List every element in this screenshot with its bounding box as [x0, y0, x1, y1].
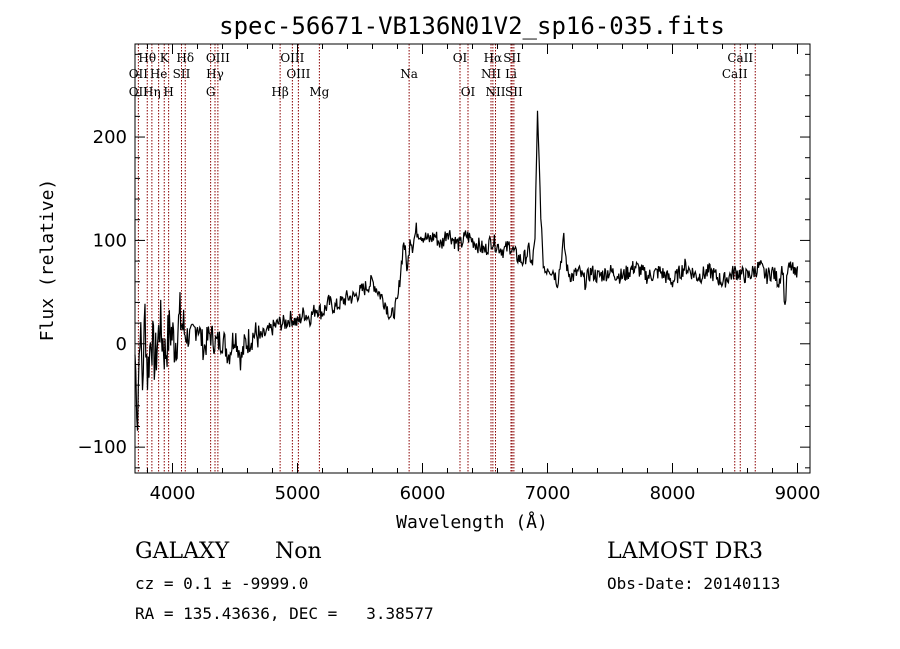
spectral-lines-layer — [137, 44, 756, 473]
spectral-line-label: K — [160, 51, 170, 65]
spectral-line-label: G — [206, 85, 216, 99]
spectral-line-label: Li — [505, 67, 517, 81]
spectral-line-label: NII — [481, 67, 501, 81]
spectral-line-label: NII — [486, 85, 506, 99]
spectral-line-label: Mg — [309, 85, 329, 99]
spectral-line-label: CaII — [722, 67, 748, 81]
spectral-line-label: SII — [503, 51, 521, 65]
spectral-line-label: CaII — [727, 51, 753, 65]
object-class: GALAXY — [135, 539, 230, 564]
y-axis-label: Flux (relative) — [37, 179, 58, 342]
spectral-line-label: OII — [129, 67, 149, 81]
spectral-line-label: OII — [129, 85, 149, 99]
plot-frame — [134, 43, 811, 474]
x-tick-label: 7000 — [525, 483, 571, 504]
spectral-line-label: Na — [400, 67, 418, 81]
spectral-line-label: OIII — [206, 51, 230, 65]
y-tick-label: 200 — [93, 127, 127, 148]
y-tick-label: 0 — [116, 334, 127, 355]
spectral-line-label: OIII — [280, 51, 304, 65]
object-subclass: Non — [275, 539, 322, 564]
x-tick-label: 8000 — [650, 483, 696, 504]
spectral-line-label: OI — [453, 51, 468, 65]
spectral-line-label: SII — [173, 67, 191, 81]
coordinates: RA = 135.43636, DEC = 3.38577 — [135, 604, 434, 623]
spectral-line-label: Hα — [484, 51, 503, 65]
spectral-line-label: Hδ — [176, 51, 194, 65]
chart-title: spec-56671-VB136N01V2_sp16-035.fits — [219, 12, 725, 40]
spectral-line-label: Hγ — [206, 67, 224, 81]
spectral-line-label: OIII — [286, 67, 310, 81]
survey-name: LAMOST DR3 — [607, 539, 763, 564]
spectrum-series-line — [134, 110, 799, 431]
spectral-line-label: OI — [461, 85, 476, 99]
y-tick-label: 100 — [93, 230, 127, 251]
spectral-line-label: Hθ — [138, 51, 156, 65]
spectral-line-label: He — [150, 67, 168, 81]
spectral-line-label: Hβ — [271, 85, 288, 99]
observation-date: Obs-Date: 20140113 — [607, 574, 781, 593]
redshift-value: cz = 0.1 ± -9999.0 — [135, 574, 309, 593]
x-axis-label: Wavelength (Å) — [396, 511, 548, 533]
x-tick-label: 5000 — [275, 483, 321, 504]
y-tick-label: −100 — [78, 437, 127, 458]
spectral-line-label: H — [163, 85, 173, 99]
spectral-line-label: Hη — [143, 85, 161, 99]
axis-ticks: 4000 5000 6000 7000 8000 9000 −100 0 100 200 — [78, 44, 821, 504]
spectral-line-label: SII — [505, 85, 523, 99]
x-tick-label: 9000 — [775, 483, 821, 504]
x-tick-label: 4000 — [150, 483, 196, 504]
x-tick-label: 6000 — [400, 483, 446, 504]
